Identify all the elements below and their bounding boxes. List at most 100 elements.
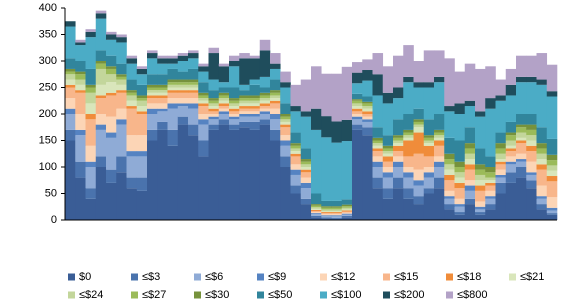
bar-segment [290, 193, 302, 220]
bar-segment [259, 98, 271, 101]
bar-segment [126, 55, 138, 59]
bar-segment [495, 164, 507, 170]
bar-segment [106, 137, 117, 170]
bar-segment [280, 156, 291, 167]
bar-segment [147, 74, 158, 85]
bar-segment [75, 90, 86, 93]
bar-segment [136, 177, 148, 191]
bar-segment [270, 129, 281, 141]
bar-segment [546, 165, 558, 171]
bar-segment [198, 114, 209, 120]
bar-segment [311, 193, 322, 205]
bar-segment [546, 96, 558, 139]
bar-segment [218, 108, 230, 112]
bar-segment [526, 180, 537, 189]
bar-segment [485, 156, 496, 167]
bar-segment [413, 153, 425, 170]
bar-segment [280, 140, 291, 146]
bar-segment [95, 61, 107, 64]
bar-segment [311, 215, 322, 218]
legend-swatch [320, 291, 327, 299]
bar-segment [413, 185, 425, 197]
y-tick-label: 150 [39, 134, 57, 146]
bar-segment [536, 127, 548, 144]
bar-segment [147, 92, 158, 96]
bar-segment [188, 103, 199, 109]
bar-segment [157, 55, 168, 59]
bar-segment [300, 116, 312, 149]
bar-segment [393, 156, 404, 162]
bar-segment [362, 114, 373, 117]
bar-segment [526, 82, 537, 114]
bar-segment [239, 114, 250, 117]
bar-segment [229, 55, 240, 61]
bar-segment [382, 172, 394, 178]
bar-segment [270, 108, 281, 114]
bar-segment [475, 169, 486, 175]
bar-segment [341, 119, 353, 142]
bar-segment [311, 209, 322, 211]
bar-segment [495, 161, 507, 165]
bar-segment [403, 198, 414, 220]
legend-label: ≤$18 [457, 271, 481, 283]
bar-segment [157, 92, 168, 96]
bar-segment [454, 188, 466, 199]
bar-segment [239, 108, 250, 112]
bar-segment [444, 198, 455, 205]
bar-segment [147, 90, 158, 93]
bar-segment [423, 177, 435, 189]
bar-segment [546, 181, 558, 198]
bar-segment [280, 103, 291, 114]
bar-segment [157, 98, 168, 104]
bar-segment [536, 198, 548, 205]
bar-segment [444, 204, 455, 210]
bar-segment [75, 39, 86, 43]
bar-segment [249, 114, 261, 117]
bar-segment [300, 111, 312, 117]
bar-segment [505, 121, 517, 133]
bar-segment [188, 79, 199, 83]
bar-segment [75, 45, 86, 61]
bar-segment [300, 148, 312, 160]
bar-segment [249, 84, 261, 96]
y-tick-label: 100 [39, 161, 57, 173]
bar-segment [311, 205, 322, 208]
bar-segment [239, 111, 250, 114]
bar-segment [280, 145, 291, 157]
bar-segment [464, 106, 476, 128]
bar-segment [157, 63, 168, 75]
bar-segment [126, 63, 138, 80]
bar-segment [270, 119, 281, 130]
bar-segment [177, 92, 189, 99]
bar-segment [352, 119, 363, 125]
bar-segment [331, 210, 343, 213]
legend-swatch [194, 273, 201, 281]
bar-segment [444, 106, 455, 112]
bar-segment [536, 185, 548, 197]
bar-segment [198, 98, 209, 101]
bar-segment [475, 174, 486, 181]
bar-segment [259, 108, 271, 112]
bar-segment [198, 119, 209, 125]
bar-segment [300, 164, 312, 167]
bar-segment [126, 90, 138, 93]
bar-segment [372, 143, 384, 146]
bar-segment [485, 177, 496, 181]
legend-label: $0 [79, 271, 91, 283]
bar-segment [475, 68, 486, 112]
bar-segment [167, 92, 179, 99]
bar-segment [311, 207, 322, 209]
bar-segment [434, 156, 445, 162]
bar-segment [434, 50, 445, 77]
bar-segment [403, 172, 414, 178]
bar-segment [167, 87, 179, 91]
bar-segment [475, 116, 486, 149]
bar-segment [229, 119, 240, 125]
bar-segment [454, 71, 466, 104]
bar-segment [229, 114, 240, 117]
bar-segment [341, 206, 353, 208]
bar-segment [485, 196, 496, 199]
bar-segment [116, 79, 127, 85]
bar-segment [495, 153, 507, 160]
bar-segment [341, 141, 353, 200]
